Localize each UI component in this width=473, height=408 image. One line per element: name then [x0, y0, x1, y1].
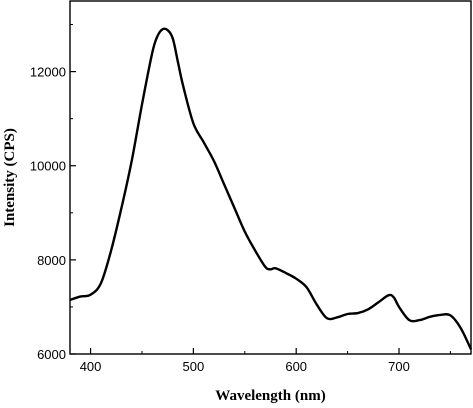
x-axis-label: Wavelength (nm) — [215, 388, 325, 404]
y-tick-label: 10000 — [30, 159, 66, 174]
y-axis-label: Intensity (CPS) — [2, 128, 18, 227]
spectrum-line — [69, 27, 473, 350]
plot-frame — [69, 0, 472, 355]
x-tick-label: 500 — [183, 359, 205, 374]
y-tick-label: 12000 — [30, 65, 66, 80]
y-tick-label: 8000 — [37, 253, 66, 268]
y-tick-label: 6000 — [37, 347, 66, 362]
x-tick-label: 600 — [285, 359, 307, 374]
x-tick-label: 700 — [388, 359, 410, 374]
plot-area: 400 500 600 700 6000 8000 10000 12000 — [30, 0, 473, 374]
x-tick-label: 400 — [80, 359, 102, 374]
